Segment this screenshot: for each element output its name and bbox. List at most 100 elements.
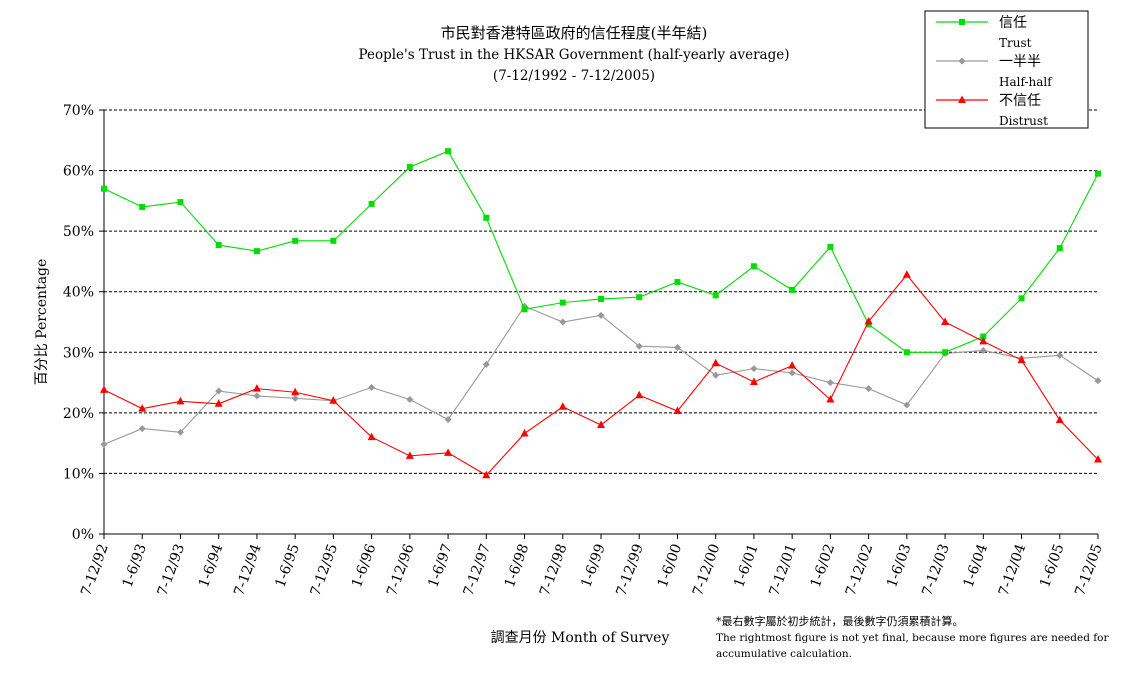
x-tick-label: 7-12/05 [1072,542,1105,598]
data-point [444,448,453,456]
data-point [406,396,414,404]
data-point [176,428,184,436]
data-point [903,349,910,356]
data-point [559,299,566,306]
data-point [139,203,146,210]
legend-label-zh: 不信任 [999,93,1041,109]
data-point [1056,245,1063,252]
x-tick-label: 7-12/98 [537,542,570,598]
x-tick-label: 1-6/99 [578,542,608,590]
data-point [789,286,796,293]
y-tick-label: 40% [63,285,94,301]
x-tick-label: 1-6/04 [961,542,991,590]
series-layer [100,148,1102,479]
data-point [100,385,108,393]
x-tick-label: 7-12/95 [308,542,341,598]
y-axis-title: 百分比 Percentage [34,259,50,386]
data-point [979,336,988,345]
data-point [597,420,605,428]
x-axis-title: 調查月份 Month of Survey [491,630,670,646]
data-point [445,148,452,155]
data-point [942,349,949,356]
data-point [712,371,720,379]
data-point [1055,415,1064,424]
x-tick-label: 7-12/99 [613,542,646,598]
data-point [674,279,681,286]
x-tick-label: 7-12/97 [461,542,494,598]
data-point [980,333,987,340]
data-point [1056,351,1064,359]
x-tick-label: 1-6/00 [655,542,685,590]
y-tick-label: 70% [63,103,94,119]
x-tick-label: 7-12/01 [766,542,799,598]
data-point [329,396,338,404]
data-point [979,346,987,354]
series-line [103,273,1099,476]
data-point [788,369,796,377]
x-tick-label: 7-12/96 [384,542,418,598]
y-tick-label: 0% [72,527,94,543]
data-point [482,360,490,368]
data-point [1094,377,1102,385]
x-tick-label: 1-6/96 [349,542,379,590]
data-point [597,311,605,319]
legend: 信任 Trust 一半半 Half-half 不信任 Distrust [924,10,1089,129]
y-axis-ticks: 0% 10% 20% 30% 40% 50% 60% 70% [63,103,105,543]
series-trust [101,148,1101,356]
data-point [941,317,950,325]
data-point [368,383,376,391]
x-tick-label: 7-12/00 [690,542,723,598]
footnote-en-line2: accumulative calculation. [716,648,852,660]
x-tick-label: 1-6/94 [196,542,226,590]
legend-label-en: Half-half [999,75,1053,89]
data-point [367,432,376,441]
legend-marker [958,57,966,65]
data-point [865,385,873,393]
data-point [252,384,261,392]
legend-label-en: Trust [999,36,1032,50]
y-tick-label: 20% [63,406,94,422]
data-point [673,406,682,415]
series-distrust [100,270,1102,479]
data-point [826,395,835,403]
data-point [827,243,834,250]
chart-period: (7-12/1992 - 7-12/2005) [493,68,655,84]
x-tick-label: 1-6/93 [120,542,150,590]
data-point [558,402,567,410]
data-point [636,294,643,301]
y-tick-label: 60% [63,164,94,180]
legend-marker [958,95,966,103]
x-tick-label: 7-12/02 [843,542,876,598]
data-point [482,470,491,479]
data-point [635,342,643,350]
x-tick-label: 1-6/98 [502,542,532,590]
x-tick-label: 1-6/02 [808,542,838,590]
data-point [214,399,223,407]
data-point [673,343,681,351]
data-point [1017,355,1026,364]
chart-title-en: People's Trust in the HKSAR Government (… [359,47,790,63]
y-tick-label: 30% [63,345,94,361]
data-point [902,270,911,278]
x-tick-label: 1-6/95 [272,542,302,590]
legend-marker [959,19,965,25]
x-tick-label: 7-12/03 [919,542,952,598]
data-point [253,248,260,255]
data-point [100,440,108,448]
x-tick-label: 1-6/03 [884,542,914,590]
footnote-zh: *最右數字屬於初步統計，最後數字仍須累積計算。 [716,614,964,628]
data-point [138,404,147,412]
series-line [103,150,1099,353]
data-point [750,365,758,373]
data-point [483,214,490,221]
data-point [635,390,644,399]
data-point [138,425,146,433]
data-point [291,387,300,396]
data-point [291,394,299,402]
data-point [788,361,797,369]
data-point [865,321,872,328]
x-tick-label: 1-6/97 [425,542,455,590]
x-tick-label: 7-12/92 [78,542,111,598]
data-point [101,185,107,192]
y-tick-label: 50% [63,224,94,240]
